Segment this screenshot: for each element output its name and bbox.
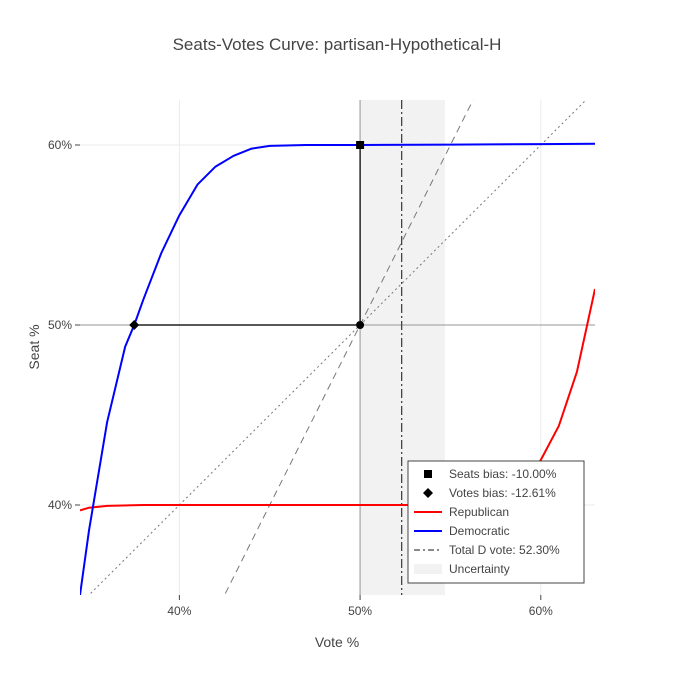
legend-republican-label: Republican [449, 505, 509, 519]
seats-bias-marker [356, 141, 365, 149]
legend-box [407, 460, 585, 584]
plot-area: 40% 50% 60% 40% 50% 60% [48, 100, 595, 618]
legend-total-d-vote-label: Total D vote: 52.30% [449, 543, 560, 557]
y-tick-label: 60% [48, 138, 72, 152]
legend-seats-bias-label: Seats bias: -10.00% [449, 467, 557, 481]
legend-uncertainty-symbol [414, 564, 442, 574]
proportionality-line [88, 100, 587, 595]
plot-clip-group [80, 100, 595, 595]
y-tick-label: 40% [48, 498, 72, 512]
x-tick-label: 50% [348, 604, 372, 618]
midpoint-marker [356, 321, 365, 329]
legend-votes-bias-symbol [423, 488, 433, 498]
legend-democratic-label: Democratic [449, 524, 510, 538]
y-tick-label: 50% [48, 318, 72, 332]
y-axis-label: Seat % [26, 324, 42, 369]
chart-title: Seats-Votes Curve: partisan-Hypothetical… [173, 35, 502, 54]
votes-bias-marker [129, 320, 140, 330]
legend-uncertainty-label: Uncertainty [449, 562, 510, 576]
x-tick-label: 40% [167, 604, 191, 618]
legend-votes-bias-label: Votes bias: -12.61% [449, 486, 556, 500]
legend: Seats bias: -10.00% Votes bias: -12.61% Re… [407, 460, 585, 584]
x-tick-label: 60% [529, 604, 553, 618]
legend-seats-bias-symbol [424, 470, 432, 478]
x-axis-label: Vote % [315, 634, 359, 650]
democratic-curve [80, 142, 595, 595]
